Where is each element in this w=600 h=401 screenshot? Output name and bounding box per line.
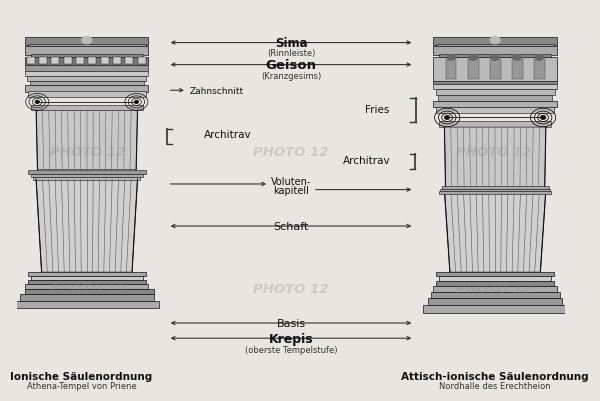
Bar bbox=[25, 284, 148, 289]
Bar bbox=[29, 81, 144, 86]
Circle shape bbox=[469, 55, 477, 61]
Circle shape bbox=[490, 37, 500, 45]
Text: Basis: Basis bbox=[277, 318, 305, 328]
Circle shape bbox=[135, 101, 138, 104]
Text: Nordhalle des Erechtheion: Nordhalle des Erechtheion bbox=[439, 381, 551, 391]
Circle shape bbox=[491, 55, 499, 61]
Bar bbox=[440, 189, 550, 192]
Text: Sima: Sima bbox=[275, 37, 307, 50]
Text: (Rinnleiste): (Rinnleiste) bbox=[267, 49, 315, 57]
Bar bbox=[436, 108, 554, 113]
Text: PHOTO 12: PHOTO 12 bbox=[50, 282, 126, 295]
Bar bbox=[439, 122, 551, 128]
Bar bbox=[34, 177, 140, 180]
Bar bbox=[88, 58, 96, 65]
Bar bbox=[433, 286, 557, 292]
Circle shape bbox=[513, 55, 521, 61]
Bar bbox=[436, 272, 554, 276]
Bar bbox=[39, 58, 47, 65]
Text: Krepis: Krepis bbox=[269, 332, 313, 345]
Text: PHOTO 12: PHOTO 12 bbox=[50, 146, 126, 159]
Bar bbox=[442, 187, 548, 189]
Text: Voluten-: Voluten- bbox=[271, 176, 311, 186]
Text: Architrav: Architrav bbox=[343, 156, 391, 166]
Bar bbox=[28, 272, 146, 276]
Circle shape bbox=[35, 101, 39, 104]
Bar bbox=[76, 58, 84, 65]
Bar bbox=[467, 60, 479, 80]
Bar bbox=[433, 47, 557, 56]
Polygon shape bbox=[36, 111, 137, 170]
Bar bbox=[25, 57, 148, 65]
Polygon shape bbox=[36, 180, 137, 272]
Bar bbox=[490, 60, 500, 80]
Bar bbox=[25, 47, 148, 56]
Bar bbox=[25, 38, 148, 45]
Bar bbox=[125, 58, 133, 65]
Bar bbox=[431, 292, 560, 298]
Bar bbox=[25, 65, 148, 72]
Bar bbox=[446, 60, 457, 80]
Bar bbox=[31, 174, 143, 177]
Text: (Kranzgesims): (Kranzgesims) bbox=[261, 71, 321, 80]
Bar bbox=[28, 170, 146, 174]
Bar bbox=[28, 92, 146, 98]
Text: (oberste Tempelstufe): (oberste Tempelstufe) bbox=[245, 345, 337, 354]
Text: Geison: Geison bbox=[265, 59, 316, 72]
Bar bbox=[433, 85, 557, 90]
Text: PHOTO 12: PHOTO 12 bbox=[456, 146, 532, 159]
Text: Ionische Säulenordnung: Ionische Säulenordnung bbox=[10, 371, 153, 381]
Text: Attisch-ionische Säulenordnung: Attisch-ionische Säulenordnung bbox=[401, 371, 589, 381]
Text: PHOTO 12: PHOTO 12 bbox=[253, 146, 329, 159]
Circle shape bbox=[446, 117, 449, 119]
Bar bbox=[31, 106, 143, 111]
Text: Schaft: Schaft bbox=[273, 221, 308, 231]
Bar bbox=[28, 45, 146, 49]
Bar bbox=[25, 72, 148, 77]
Bar bbox=[436, 90, 554, 96]
Bar bbox=[31, 55, 143, 58]
Bar bbox=[64, 58, 71, 65]
Circle shape bbox=[447, 55, 455, 61]
Text: Fries: Fries bbox=[365, 105, 389, 115]
Bar bbox=[25, 289, 154, 294]
Bar bbox=[14, 301, 160, 308]
Bar bbox=[438, 96, 553, 101]
Bar bbox=[436, 281, 554, 286]
Text: kapitell: kapitell bbox=[273, 185, 309, 195]
Bar bbox=[433, 101, 557, 108]
Bar bbox=[439, 55, 551, 58]
Bar bbox=[433, 57, 557, 82]
Bar bbox=[138, 58, 146, 65]
Bar bbox=[28, 77, 146, 81]
Text: Athena-Tempel von Priene: Athena-Tempel von Priene bbox=[27, 381, 136, 391]
Bar bbox=[27, 58, 35, 65]
Bar bbox=[439, 192, 551, 194]
Bar bbox=[101, 58, 109, 65]
Polygon shape bbox=[445, 191, 546, 272]
Bar bbox=[20, 294, 154, 301]
Bar bbox=[113, 58, 121, 65]
Text: PHOTO 12: PHOTO 12 bbox=[456, 282, 532, 295]
Bar bbox=[422, 306, 568, 313]
Bar bbox=[31, 276, 143, 280]
Bar bbox=[25, 86, 148, 93]
Bar bbox=[28, 280, 146, 284]
Circle shape bbox=[541, 117, 545, 119]
Circle shape bbox=[535, 55, 543, 61]
Text: Zahnschnitt: Zahnschnitt bbox=[190, 87, 244, 95]
Bar bbox=[52, 58, 59, 65]
Text: Architrav: Architrav bbox=[204, 130, 252, 140]
Bar bbox=[533, 60, 545, 80]
Bar bbox=[436, 45, 554, 49]
Bar bbox=[428, 298, 562, 306]
Circle shape bbox=[82, 37, 92, 45]
Bar bbox=[433, 82, 557, 85]
Bar bbox=[433, 38, 557, 45]
Bar bbox=[512, 60, 523, 80]
Bar bbox=[439, 276, 551, 281]
Polygon shape bbox=[445, 128, 546, 188]
Text: PHOTO 12: PHOTO 12 bbox=[253, 282, 329, 295]
